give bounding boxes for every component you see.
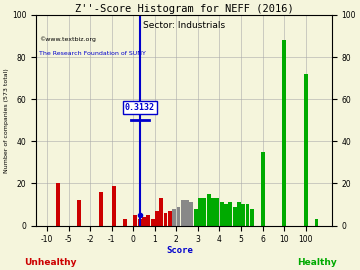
Bar: [138, 219, 141, 225]
Bar: [315, 219, 319, 225]
Bar: [220, 202, 224, 225]
Bar: [198, 198, 202, 225]
Bar: [168, 211, 172, 225]
Bar: [189, 202, 193, 225]
Text: ©www.textbiz.org: ©www.textbiz.org: [39, 36, 96, 42]
Bar: [282, 40, 286, 225]
Bar: [163, 213, 167, 225]
Bar: [215, 198, 219, 225]
Bar: [304, 74, 308, 225]
Text: The Research Foundation of SUNY: The Research Foundation of SUNY: [39, 51, 146, 56]
Bar: [77, 200, 81, 225]
Bar: [207, 194, 211, 225]
Bar: [159, 198, 163, 225]
Bar: [228, 202, 232, 225]
Bar: [181, 200, 185, 225]
Bar: [147, 215, 150, 225]
Bar: [185, 200, 189, 225]
Bar: [176, 207, 180, 225]
Text: Sector: Industrials: Sector: Industrials: [143, 21, 225, 30]
Bar: [123, 219, 126, 225]
Bar: [155, 211, 159, 225]
Title: Z''-Score Histogram for NEFF (2016): Z''-Score Histogram for NEFF (2016): [75, 4, 293, 14]
Bar: [246, 204, 249, 225]
Y-axis label: Number of companies (573 total): Number of companies (573 total): [4, 68, 9, 173]
Bar: [202, 198, 206, 225]
Bar: [194, 209, 198, 225]
Bar: [241, 204, 245, 225]
Bar: [142, 217, 146, 225]
Bar: [233, 207, 237, 225]
Bar: [224, 204, 228, 225]
Bar: [250, 209, 254, 225]
Bar: [134, 215, 137, 225]
Bar: [211, 198, 215, 225]
Bar: [99, 192, 103, 225]
Text: 0.3132: 0.3132: [125, 103, 155, 112]
Bar: [261, 152, 265, 225]
Text: Unhealthy: Unhealthy: [24, 258, 77, 267]
Bar: [151, 219, 154, 225]
Text: Score: Score: [167, 246, 193, 255]
Bar: [56, 183, 60, 225]
Text: Healthy: Healthy: [297, 258, 337, 267]
Bar: [172, 209, 176, 225]
Bar: [112, 185, 116, 225]
Bar: [237, 202, 241, 225]
